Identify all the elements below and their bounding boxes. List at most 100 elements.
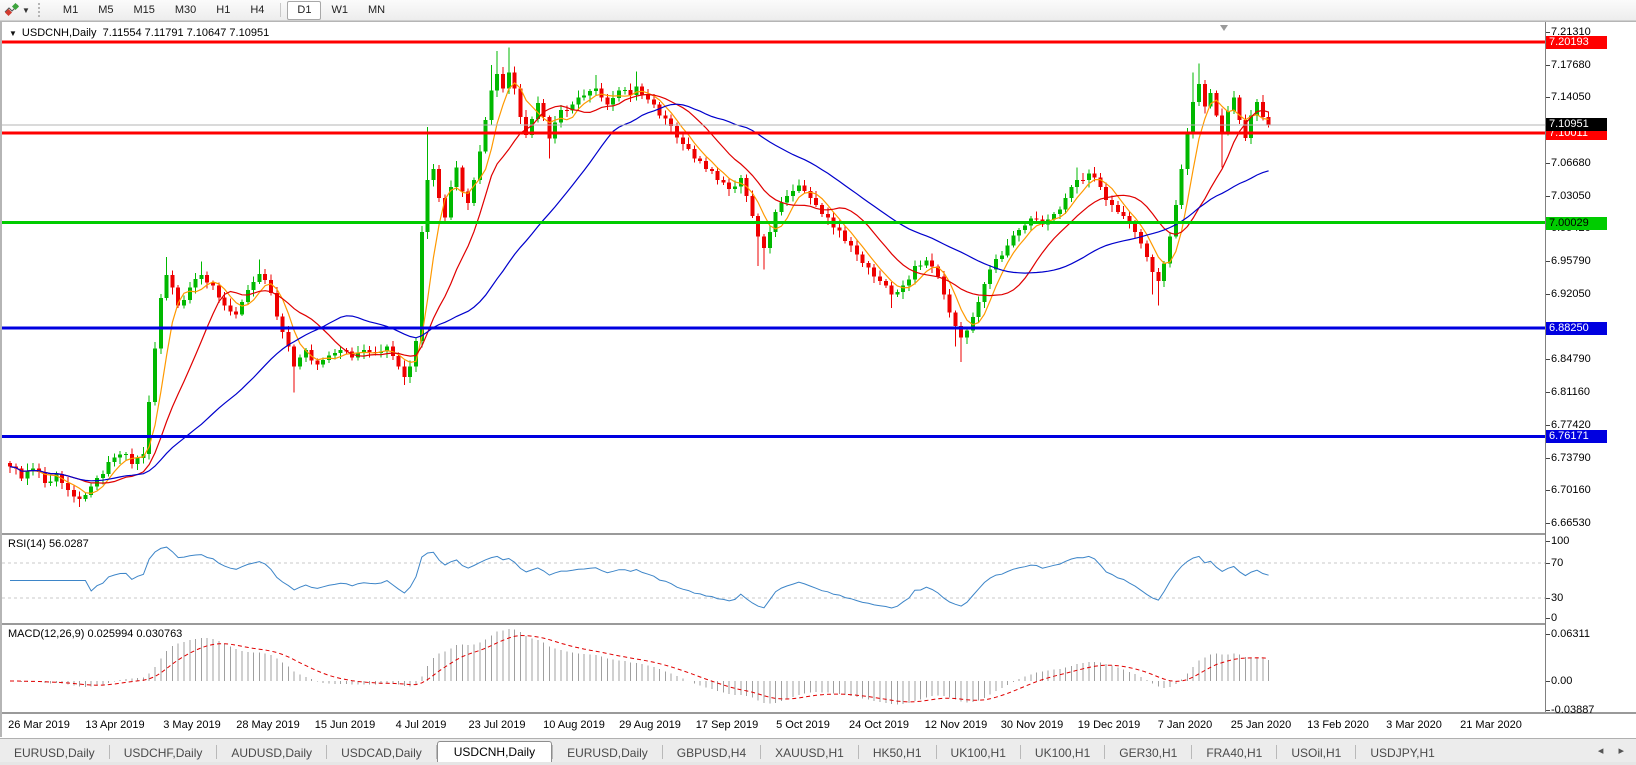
toolbar-grip[interactable] [37,3,45,17]
tab-separator [552,745,554,759]
chart-style-dropdown-icon[interactable]: ▼ [22,5,30,15]
price-axis-tick-label: 6.81160 [1551,385,1590,398]
chart-tab-usdcad-daily[interactable]: USDCAD,Daily [341,746,422,760]
time-axis-label: 13 Apr 2019 [85,719,145,731]
price-axis-tick-label: 6.70160 [1551,484,1591,497]
chart-tab-audusd-daily[interactable]: AUDUSD,Daily [231,746,313,760]
timeframe-button-h4[interactable]: H4 [250,3,265,16]
price-axis-tick [1546,163,1550,165]
rsi-label: RSI(14) 56.0287 [8,538,89,550]
price-axis-tick-label: 6.73790 [1551,451,1591,464]
tab-separator [1019,745,1021,759]
timeframe-button-m5[interactable]: M5 [98,3,114,16]
tab-separator [661,745,663,759]
time-axis-label: 21 Mar 2020 [1460,719,1522,731]
pane-separator[interactable] [2,533,1636,535]
chart-tab-uk100-h1[interactable]: UK100,H1 [950,746,1006,760]
price-axis-tick [1546,425,1550,427]
time-axis-label: 10 Aug 2019 [543,719,605,731]
chart-tab-hk50-h1[interactable]: HK50,H1 [872,746,922,760]
macd-axis-tick [1546,681,1550,682]
timeframe-button-m15[interactable]: M15 [133,3,155,16]
pane-separator[interactable] [2,623,1636,625]
price-axis-tick [1546,490,1550,492]
tab-separator [857,745,859,759]
time-axis-label: 24 Oct 2019 [849,719,909,731]
chart-tab-usdcnh-daily[interactable]: USDCNH,Daily [436,741,553,764]
price-axis-tick [1546,260,1550,262]
chart-tab-eurusd-daily[interactable]: EURUSD,Daily [567,746,648,760]
rsi-axis-tick [1546,541,1550,542]
time-axis-label: 29 Aug 2019 [619,719,681,731]
time-axis-label: 15 Jun 2019 [314,719,376,731]
macd-axis-tick [1546,634,1550,635]
price-axis-tick-label: 7.14050 [1551,91,1591,104]
chart-shift-marker-icon[interactable] [1220,25,1228,31]
rsi-axis-tick [1546,598,1550,599]
price-axis-tick [1546,195,1550,197]
chart-tab-eurusd-daily[interactable]: EURUSD,Daily [14,746,95,760]
price-axis-tick [1546,522,1550,524]
chart-tab-uk100-h1[interactable]: UK100,H1 [1034,746,1091,760]
price-axis-tick [1546,294,1550,296]
tab-separator [1104,745,1106,759]
chart-tab-usdchf-daily[interactable]: USDCHF,Daily [123,746,203,760]
macd-axis-tick [1546,710,1550,711]
price-pane[interactable]: ▼ USDCNH,Daily 7.11554 7.11791 7.10647 7.… [2,22,1545,533]
time-axis-label: 19 Dec 2019 [1077,719,1141,731]
tab-scroll-arrows[interactable]: ◂ ▸ [1597,745,1630,757]
price-axis-tick-label: 6.77420 [1551,419,1591,432]
time-axis-label: 5 Oct 2019 [776,719,830,731]
time-axis-label: 26 Mar 2019 [8,719,70,731]
timeframe-button-m1[interactable]: M1 [62,3,79,16]
rsi-axis-tick-label: 70 [1551,557,1564,569]
tab-separator [935,745,937,759]
chart-dropdown-icon[interactable]: ▼ [9,29,17,38]
chart-tab-ger30-h1[interactable]: GER30,H1 [1119,746,1178,760]
chart-tab-xauusd-h1[interactable]: XAUUSD,H1 [775,746,844,760]
tab-separator [216,745,218,759]
timeframe-button-h1[interactable]: H1 [216,3,231,16]
macd-pane[interactable]: MACD(12,26,9) 0.025994 0.030763 [2,625,1545,712]
tab-separator [326,745,328,759]
chart-style-icon[interactable] [2,2,22,18]
timeframe-buttons: M1 M5 M15 M30 H1 H4 D1 W1 MN [53,0,395,20]
timeframe-button-d1[interactable]: D1 [287,0,322,20]
timeframe-button-mn[interactable]: MN [367,3,386,16]
price-axis-tick-label: 6.92050 [1551,288,1591,301]
price-axis-tick [1546,32,1550,33]
rsi-pane[interactable]: RSI(14) 56.0287 [2,535,1545,623]
tab-separator [1276,745,1278,759]
price-axis[interactable]: 7.213107.176807.140507.066807.030506.994… [1545,22,1636,716]
toolbar-separator [280,3,282,17]
price-axis-tick-label: 7.03050 [1551,189,1591,202]
rsi-axis-tick-label: 30 [1551,592,1564,604]
price-axis-tick-label: 6.95790 [1551,254,1591,267]
macd-axis-tick-label: 0.06311 [1551,628,1590,640]
time-axis-label: 17 Sep 2019 [695,719,759,731]
time-axis-label: 23 Jul 2019 [468,719,526,731]
time-axis-label: 28 May 2019 [236,719,300,731]
chart-tab-gbpusd-h4[interactable]: GBPUSD,H4 [676,746,747,760]
timeframe-button-w1[interactable]: W1 [331,3,348,16]
price-axis-tick-label: 6.66530 [1551,516,1591,529]
chart-style-icon-glyph [4,3,20,17]
chart-tab-usoil-h1[interactable]: USOil,H1 [1291,746,1342,760]
timeframe-button-m30[interactable]: M30 [174,3,197,16]
chart-symbol-label: USDCNH,Daily [21,27,97,39]
tab-separator [435,745,437,759]
time-axis[interactable]: 26 Mar 2019 13 Apr 2019 3 May 2019 28 May 2… [2,714,1636,738]
pane-separator [2,712,1636,714]
macd-axis-tick-label: -0.03887 [1551,704,1595,716]
macd-axis-tick-label: 0.00 [1551,675,1573,687]
chart-tab-fra40-h1[interactable]: FRA40,H1 [1206,746,1263,760]
chart-tab-usdjpy-h1[interactable]: USDJPY,H1 [1370,746,1435,760]
chart-ohlc-values: 7.11554 7.11791 7.10647 7.10951 [102,27,270,39]
macd-label: MACD(12,26,9) 0.025994 0.030763 [8,628,183,640]
price-axis-tick-label: 7.21310 [1551,26,1591,38]
price-axis-tick [1546,359,1550,361]
time-axis-label: 13 Feb 2020 [1307,719,1369,731]
time-axis-label: 3 Mar 2020 [1386,719,1442,731]
price-axis-tick [1546,391,1550,393]
